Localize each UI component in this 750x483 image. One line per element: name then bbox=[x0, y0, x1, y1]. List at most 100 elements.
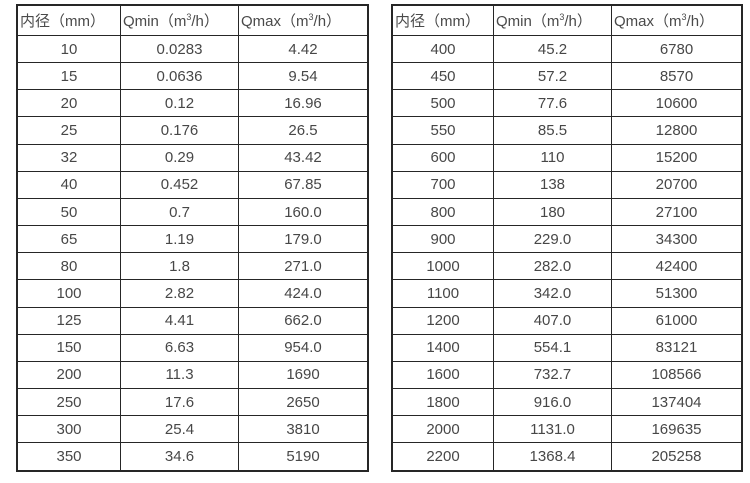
header-qmin-superscript: 3 bbox=[559, 12, 565, 22]
table-row: 25 0.176 26.5 bbox=[16, 116, 369, 145]
qmax-cell: 137404 bbox=[611, 388, 743, 417]
diameter-cell: 200 bbox=[16, 360, 121, 390]
qmax-cell: 2650 bbox=[238, 388, 369, 417]
header-qmin-text: Qmin（m bbox=[123, 13, 187, 30]
table-row: 50 0.7 160.0 bbox=[16, 197, 369, 227]
table-row: 450 57.2 8570 bbox=[391, 62, 743, 91]
header-qmin-unit: /h） bbox=[564, 13, 592, 30]
qmax-cell: 271.0 bbox=[238, 252, 369, 281]
qmax-cell: 9.54 bbox=[238, 62, 369, 91]
diameter-cell: 65 bbox=[16, 225, 121, 254]
diameter-cell: 1200 bbox=[391, 306, 494, 335]
diameter-cell: 500 bbox=[391, 89, 494, 118]
qmax-cell: 27100 bbox=[611, 197, 743, 227]
table-body: 400 45.2 6780 450 57.2 8570 500 77.6 10600 550 85.… bbox=[391, 34, 743, 472]
table-row: 400 45.2 6780 bbox=[391, 34, 743, 64]
qmin-cell: 0.176 bbox=[120, 116, 239, 145]
qmin-cell: 77.6 bbox=[493, 89, 612, 118]
diameter-cell: 1600 bbox=[391, 360, 494, 390]
diameter-cell: 400 bbox=[391, 34, 494, 64]
diameter-cell: 40 bbox=[16, 170, 121, 199]
qmin-cell: 554.1 bbox=[493, 333, 612, 362]
header-qmin: Qmin（m3/h） bbox=[120, 4, 239, 36]
header-diameter: 内径（mm） bbox=[16, 4, 121, 36]
header-diameter: 内径（mm） bbox=[391, 4, 494, 36]
diameter-cell: 700 bbox=[391, 170, 494, 199]
qmax-cell: 108566 bbox=[611, 360, 743, 390]
diameter-cell: 1000 bbox=[391, 252, 494, 281]
diameter-cell: 300 bbox=[16, 415, 121, 444]
qmin-cell: 0.452 bbox=[120, 170, 239, 199]
qmin-cell: 4.41 bbox=[120, 306, 239, 335]
table-row: 15 0.0636 9.54 bbox=[16, 62, 369, 91]
qmin-cell: 0.0636 bbox=[120, 62, 239, 91]
table-row: 65 1.19 179.0 bbox=[16, 225, 369, 254]
qmax-cell: 5190 bbox=[238, 442, 369, 472]
diameter-cell: 1400 bbox=[391, 333, 494, 362]
qmax-cell: 169635 bbox=[611, 415, 743, 444]
header-row: 内径（mm） Qmin（m3/h） Qmax（m3/h） bbox=[16, 4, 369, 36]
qmax-cell: 6780 bbox=[611, 34, 743, 64]
table-row: 150 6.63 954.0 bbox=[16, 333, 369, 362]
qmax-cell: 61000 bbox=[611, 306, 743, 335]
qmin-cell: 17.6 bbox=[120, 388, 239, 417]
qmin-cell: 1.8 bbox=[120, 252, 239, 281]
qmax-cell: 43.42 bbox=[238, 143, 369, 172]
table-row: 350 34.6 5190 bbox=[16, 442, 369, 472]
header-qmax: Qmax（m3/h） bbox=[238, 4, 369, 36]
qmin-cell: 11.3 bbox=[120, 360, 239, 390]
diameter-cell: 800 bbox=[391, 197, 494, 227]
qmin-cell: 34.6 bbox=[120, 442, 239, 472]
table-row: 32 0.29 43.42 bbox=[16, 143, 369, 172]
qmin-cell: 407.0 bbox=[493, 306, 612, 335]
qmax-cell: 51300 bbox=[611, 279, 743, 308]
table-row: 200 11.3 1690 bbox=[16, 360, 369, 390]
qmin-cell: 916.0 bbox=[493, 388, 612, 417]
qmax-cell: 10600 bbox=[611, 89, 743, 118]
qmin-cell: 1368.4 bbox=[493, 442, 612, 472]
diameter-cell: 600 bbox=[391, 143, 494, 172]
header-qmin-superscript: 3 bbox=[186, 12, 192, 22]
qmin-cell: 85.5 bbox=[493, 116, 612, 145]
qmin-cell: 0.12 bbox=[120, 89, 239, 118]
qmin-cell: 180 bbox=[493, 197, 612, 227]
table-row: 1800 916.0 137404 bbox=[391, 388, 743, 417]
diameter-cell: 1100 bbox=[391, 279, 494, 308]
table-row: 1000 282.0 42400 bbox=[391, 252, 743, 281]
qmax-cell: 26.5 bbox=[238, 116, 369, 145]
qmax-cell: 34300 bbox=[611, 225, 743, 254]
diameter-cell: 250 bbox=[16, 388, 121, 417]
flow-table-small-diameters: 内径（mm） Qmin（m3/h） Qmax（m3/h） 10 0.0283 4.4… bbox=[16, 4, 369, 472]
diameter-cell: 150 bbox=[16, 333, 121, 362]
diameter-cell: 2200 bbox=[391, 442, 494, 472]
table-row: 1600 732.7 108566 bbox=[391, 360, 743, 390]
qmin-cell: 1131.0 bbox=[493, 415, 612, 444]
table-row: 300 25.4 3810 bbox=[16, 415, 369, 444]
qmax-cell: 3810 bbox=[238, 415, 369, 444]
qmin-cell: 0.0283 bbox=[120, 34, 239, 64]
qmin-cell: 229.0 bbox=[493, 225, 612, 254]
table-row: 2000 1131.0 169635 bbox=[391, 415, 743, 444]
header-qmax: Qmax（m3/h） bbox=[611, 4, 743, 36]
qmax-cell: 20700 bbox=[611, 170, 743, 199]
qmin-cell: 282.0 bbox=[493, 252, 612, 281]
table-row: 1200 407.0 61000 bbox=[391, 306, 743, 335]
header-qmax-text: Qmax（m bbox=[614, 13, 682, 30]
header-qmax-superscript: 3 bbox=[681, 12, 687, 22]
qmax-cell: 954.0 bbox=[238, 333, 369, 362]
qmax-cell: 12800 bbox=[611, 116, 743, 145]
table-row: 700 138 20700 bbox=[391, 170, 743, 199]
qmin-cell: 2.82 bbox=[120, 279, 239, 308]
table-row: 550 85.5 12800 bbox=[391, 116, 743, 145]
qmax-cell: 205258 bbox=[611, 442, 743, 472]
header-qmin: Qmin（m3/h） bbox=[493, 4, 612, 36]
diameter-cell: 450 bbox=[391, 62, 494, 91]
header-qmax-unit: /h） bbox=[313, 13, 342, 30]
diameter-cell: 80 bbox=[16, 252, 121, 281]
diameter-cell: 900 bbox=[391, 225, 494, 254]
diameter-cell: 15 bbox=[16, 62, 121, 91]
qmax-cell: 160.0 bbox=[238, 197, 369, 227]
header-qmax-unit: /h） bbox=[686, 13, 715, 30]
qmin-cell: 1.19 bbox=[120, 225, 239, 254]
